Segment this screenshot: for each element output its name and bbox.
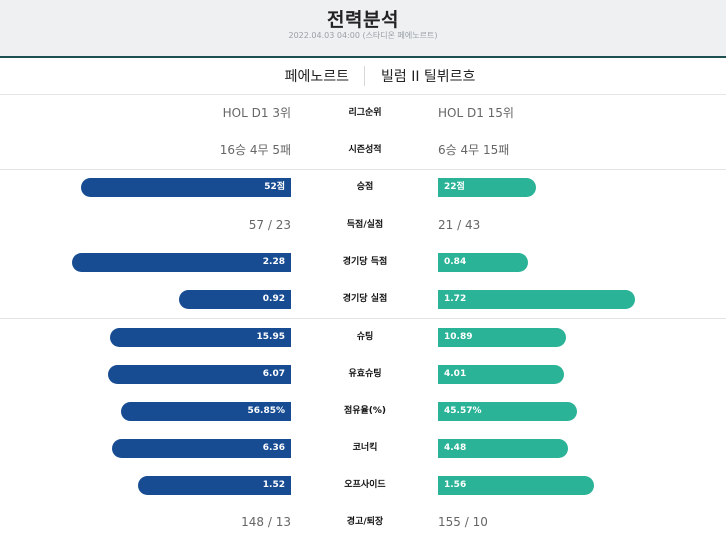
home-conceded-per-game-bar: 0.92: [179, 290, 291, 309]
stat-row-offsides: 1.52 오프사이드 1.56: [0, 467, 726, 504]
stat-row-conceded-per-game: 0.92 경기당 실점 1.72: [0, 281, 726, 318]
away-goals: 21 / 43: [438, 218, 481, 232]
away-conceded-per-game-bar: 1.72: [438, 290, 635, 309]
stat-label-season-record: 시즌성적: [348, 145, 382, 155]
stat-label-conceded-per-game: 경기당 실점: [342, 294, 388, 304]
stat-row-goals-per-game: 2.28 경기당 득점 0.84: [0, 244, 726, 281]
home-league-rank: HOL D1 3위: [222, 106, 291, 120]
stat-row-possession: 56.85% 점유율(%) 45.57%: [0, 393, 726, 430]
stat-row-goals: 57 / 23 득점/실점 21 / 43: [0, 207, 726, 244]
home-offsides-bar: 1.52: [138, 476, 291, 495]
stat-row-shots: 15.95 슈팅 10.89: [0, 319, 726, 356]
page-title: 전력분석: [327, 9, 399, 31]
home-shots-on-target-bar: 6.07: [108, 365, 291, 384]
stat-row-season-record: 16승 4무 5패 시즌성적 6승 4무 15패: [0, 132, 726, 169]
away-team-name[interactable]: 빌럼 II 틸뷔르흐: [381, 69, 476, 85]
team-names-row: 페에노르트 빌럼 II 틸뷔르흐: [0, 58, 726, 95]
stat-row-cards: 148 / 13 경고/퇴장 155 / 10: [0, 504, 726, 537]
away-season-record: 6승 4무 15패: [438, 143, 510, 157]
header-divider: [0, 56, 726, 58]
stat-label-shots: 슈팅: [356, 332, 374, 342]
home-corners-bar: 6.36: [112, 439, 291, 458]
home-team-name[interactable]: 페에노르트: [284, 69, 349, 85]
stat-label-corners: 코너킥: [352, 443, 378, 453]
stat-label-league-rank: 리그순위: [348, 108, 382, 118]
stat-label-points: 승점: [356, 182, 374, 192]
stat-row-league-rank: HOL D1 3위 리그순위 HOL D1 15위: [0, 95, 726, 132]
away-corners-bar: 4.48: [438, 439, 568, 458]
home-possession-bar: 56.85%: [121, 402, 291, 421]
stat-label-possession: 점유율(%): [343, 406, 387, 416]
home-points-bar: 52점: [81, 178, 291, 197]
away-possession-bar: 45.57%: [438, 402, 577, 421]
section-divider: [0, 318, 726, 319]
stat-label-offsides: 오프사이드: [344, 480, 386, 490]
away-shots-bar: 10.89: [438, 328, 566, 347]
home-shots-bar: 15.95: [110, 328, 291, 347]
away-goals-per-game-bar: 0.84: [438, 253, 528, 272]
away-shots-on-target-bar: 4.01: [438, 365, 564, 384]
home-goals: 57 / 23: [248, 218, 291, 232]
stat-row-points: 52점 승점 22점: [0, 169, 726, 206]
page-header: 전력분석 2022.04.03 04:00 (스타디온 페에노르트): [0, 0, 726, 56]
home-season-record: 16승 4무 5패: [219, 143, 291, 157]
away-offsides-bar: 1.56: [438, 476, 594, 495]
team-divider: [364, 66, 365, 86]
home-goals-per-game-bar: 2.28: [72, 253, 291, 272]
match-meta: 2022.04.03 04:00 (스타디온 페에노르트): [288, 31, 438, 40]
away-league-rank: HOL D1 15위: [438, 106, 514, 120]
away-points-bar: 22점: [438, 178, 536, 197]
section-divider: [0, 169, 726, 170]
stat-row-corners: 6.36 코너킥 4.48: [0, 430, 726, 467]
stat-row-shots-on-target: 6.07 유효슈팅 4.01: [0, 356, 726, 393]
home-cards: 148 / 13: [241, 515, 291, 529]
stat-label-goals: 득점/실점: [346, 220, 384, 230]
away-cards: 155 / 10: [438, 515, 488, 529]
stat-label-cards: 경고/퇴장: [346, 517, 384, 527]
stat-label-shots-on-target: 유효슈팅: [348, 369, 382, 379]
stat-label-goals-per-game: 경기당 득점: [342, 257, 388, 267]
